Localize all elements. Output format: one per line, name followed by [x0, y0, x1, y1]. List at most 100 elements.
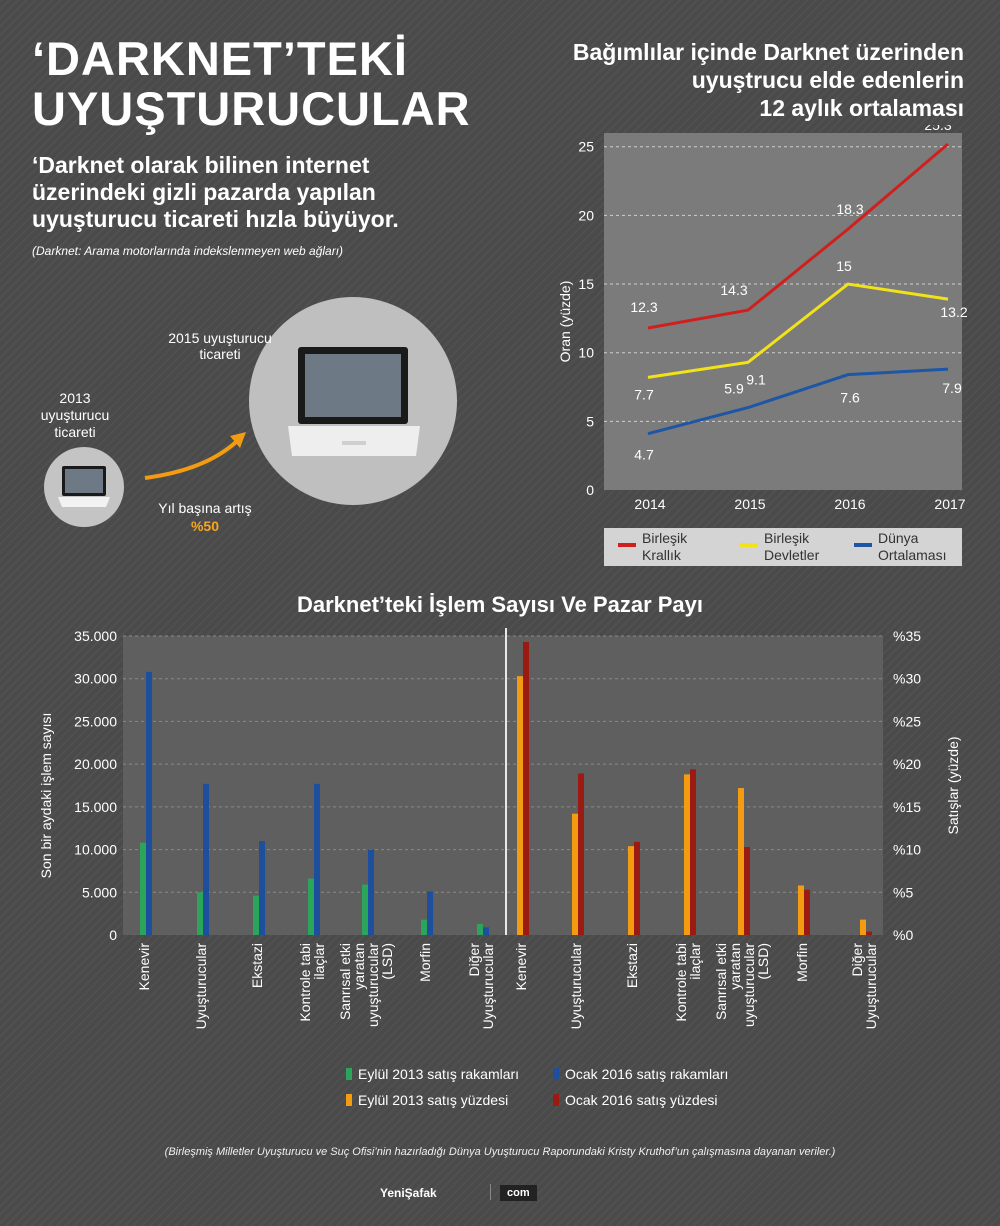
left-y-tick-label: 30.000: [74, 671, 117, 687]
category-label: Kenevir: [513, 943, 529, 991]
bar-p0-s0: [421, 919, 427, 935]
bar-chart-title: Darknet’teki İşlem Sayısı Ve Pazar Payı: [296, 592, 704, 617]
category-label: Sanrısal etki: [713, 943, 729, 1020]
bar-p1-s1: [866, 931, 872, 935]
bar-p0-s0: [477, 923, 483, 935]
legend-swatch-0: [618, 543, 636, 547]
source-note: (Birleşmiş Milletler Uyuşturucu ve Suç O…: [164, 1146, 836, 1158]
legend-swatch-1: [740, 543, 758, 547]
left-y-axis-label: Son bir aydaki işlem sayısı: [38, 713, 54, 879]
data-label: 15: [836, 258, 852, 274]
bar-p0-s1: [368, 849, 374, 935]
bar-legend-swatch-3: [553, 1094, 559, 1106]
category-label: Ekstazi: [249, 943, 265, 988]
right-y-tick-label: %30: [893, 671, 921, 687]
bar-legend-label: Ocak 2016 satış rakamları: [565, 1066, 728, 1082]
right-y-axis-label: Satışlar (yüzde): [945, 736, 961, 834]
category-label: Morfin: [794, 943, 810, 982]
category-label: yaratan: [727, 943, 743, 990]
bar-p0-s0: [253, 895, 259, 935]
category-label: (LSD): [755, 943, 771, 980]
left-y-tick-label: 20.000: [74, 756, 117, 772]
y-tick-label: 5: [586, 413, 594, 429]
data-label: 14.3: [720, 282, 747, 298]
left-y-tick-label: 10.000: [74, 842, 117, 858]
category-label: uyuşturucular: [741, 943, 757, 1027]
category-label: Kenevir: [136, 943, 152, 991]
laptop-large-icon: [288, 347, 420, 456]
page-subtitle: ‘Darknet olarak bilinen internet üzerind…: [32, 152, 399, 232]
category-label: Uyuşturucular: [193, 943, 209, 1030]
bar-chart: 0 5.000 10.000 15.000 20.000 25.000 30.000 35.0…: [38, 628, 961, 1108]
line-chart-title: Bağımlılar içinde Darknet üzerinden uyuş…: [500, 38, 964, 122]
y-tick-label: 10: [578, 345, 594, 361]
x-tick-label: 2017: [934, 496, 965, 512]
line-chart-title-line3: 12 aylık ortalaması: [759, 95, 964, 121]
bar-p1-s1: [523, 641, 529, 935]
left-y-tick-label: 5.000: [82, 884, 117, 900]
legend-label: Ortalaması: [878, 547, 946, 563]
bar-p0-s1: [259, 841, 265, 935]
brand-logo: YeniŞafak: [380, 1186, 437, 1200]
bar-legend-swatch-2: [346, 1094, 352, 1106]
bar-p0-s1: [483, 927, 489, 935]
y-tick-label: 15: [578, 276, 594, 292]
bar-p0-s1: [314, 783, 320, 935]
page-title: ‘DARKNET’TEKİ UYUŞTURUCULAR: [32, 34, 471, 134]
data-label: 5.9: [724, 381, 744, 397]
right-y-tick-label: %35: [893, 628, 921, 644]
legend-label: Devletler: [764, 547, 820, 563]
bar-p1-s0: [517, 676, 523, 935]
left-y-tick-label: 35.000: [74, 628, 117, 644]
bar-legend-swatch-0: [346, 1068, 352, 1080]
left-y-tick-label: 0: [109, 927, 117, 943]
right-y-tick-label: %15: [893, 799, 921, 815]
y-tick-label: 25: [578, 139, 594, 155]
bar-p1-s0: [684, 774, 690, 935]
data-label: 25.3: [924, 125, 951, 133]
bar-legend-label: Eylül 2013 satış rakamları: [358, 1066, 519, 1082]
growth-label: Yıl başına artış: [158, 500, 252, 516]
data-label: 4.7: [634, 447, 654, 463]
laptop-small-icon: [58, 466, 110, 507]
bar-p0-s0: [140, 842, 146, 935]
data-label: 18.3: [836, 201, 863, 217]
line-chart: 0 5 10 15 20 25 2014 2015 2016 2017 Oran (yüzde) 12…: [557, 125, 968, 512]
y-tick-label: 20: [578, 207, 594, 223]
category-label: Morfin: [417, 943, 433, 982]
growth-value: %50: [190, 518, 220, 534]
category-label: yaratan: [351, 943, 367, 990]
data-label: 7.7: [634, 386, 654, 402]
left-y-tick-label: 15.000: [74, 799, 117, 815]
bar-p1-s0: [738, 788, 744, 935]
y-axis-label: Oran (yüzde): [557, 281, 573, 363]
data-label: 13.2: [940, 304, 967, 320]
legend-swatch-2: [854, 543, 872, 547]
y-tick-label: 0: [586, 482, 594, 498]
darknet-note: (Darknet: Arama motorlarında indekslenme…: [32, 244, 344, 258]
bar-p1-s1: [804, 889, 810, 935]
category-label: Uyuşturucular: [480, 943, 496, 1030]
data-label: 9.1: [746, 371, 766, 387]
line-chart-legend: Birleşik Krallık Birleşik Devletler Dünya Ort…: [604, 528, 962, 566]
x-tick-label: 2014: [634, 496, 665, 512]
bar-p0-s1: [146, 671, 152, 935]
bar-p1-s1: [578, 773, 584, 935]
category-label: Diğer: [849, 943, 865, 977]
brand-logo-suffix: com: [500, 1185, 537, 1201]
data-label: 7.9: [942, 380, 962, 396]
bar-p1-s1: [744, 847, 750, 935]
category-label: Kontrole tabi: [673, 943, 689, 1022]
legend-label: Birleşik: [642, 530, 688, 546]
bar-p0-s1: [203, 783, 209, 935]
series-line-0: [647, 142, 949, 330]
category-label: ilaçlar: [311, 943, 327, 980]
bar-p0-s1: [427, 891, 433, 935]
bar-p0-s0: [197, 892, 203, 935]
x-tick-label: 2016: [834, 496, 865, 512]
category-label: Diğer: [466, 943, 482, 977]
bar-p1-s1: [634, 841, 640, 935]
right-y-tick-label: %0: [893, 927, 913, 943]
label-2015: 2015 uyuşturucu ticareti: [168, 330, 272, 362]
page-title-line2: UYUŞTURUCULAR: [32, 82, 471, 135]
